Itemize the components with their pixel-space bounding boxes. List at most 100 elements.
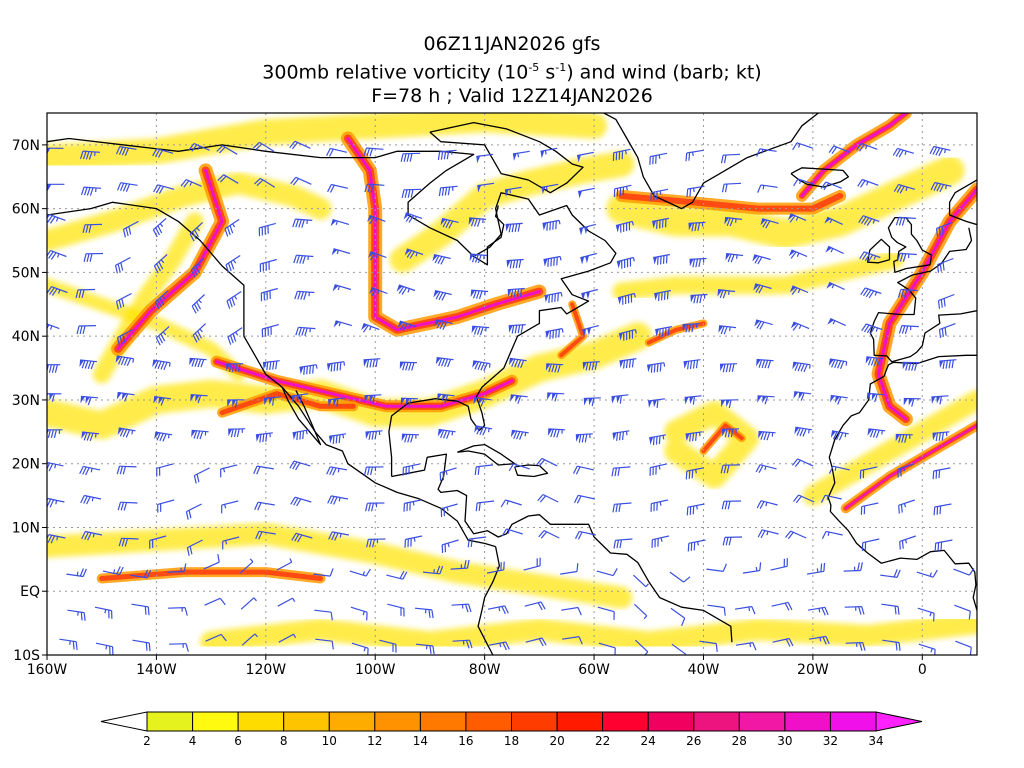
wind-barb-flag xyxy=(159,297,165,306)
wind-barb-flag xyxy=(511,358,516,367)
wind-barb-flag xyxy=(370,466,373,476)
wind-barb xyxy=(690,293,708,304)
wind-barb-flag xyxy=(473,218,478,227)
wind-barb-flag xyxy=(116,337,120,346)
wind-barb-flag xyxy=(612,568,618,576)
wind-barb-flag xyxy=(162,433,167,442)
wind-barb-flag xyxy=(823,562,826,572)
wind-barb xyxy=(611,466,631,477)
vort-band-10 xyxy=(802,389,977,506)
wind-barb-pennant xyxy=(684,397,689,405)
wind-barb-flag xyxy=(822,636,827,645)
wind-barb xyxy=(717,289,736,299)
wind-barb xyxy=(792,458,814,467)
wind-barb xyxy=(689,257,707,268)
wind-barb-flag xyxy=(471,254,476,263)
wind-barb-flag xyxy=(501,606,506,615)
wind-barb xyxy=(859,466,878,479)
wind-barb xyxy=(474,464,494,476)
wind-barb xyxy=(368,250,387,261)
wind-barb xyxy=(505,222,523,233)
wind-barb-flag xyxy=(787,602,793,611)
wind-barb-flag xyxy=(688,323,692,333)
wind-barb xyxy=(240,597,257,610)
wind-barb xyxy=(545,363,564,373)
wind-barb xyxy=(204,597,226,606)
wind-barb-half-flag xyxy=(161,295,166,300)
wind-barb-flag xyxy=(943,298,946,307)
wind-barb-flag xyxy=(195,265,201,274)
wind-barb-flag xyxy=(787,531,794,540)
wind-barb xyxy=(898,499,915,514)
wind-barb xyxy=(363,147,384,157)
wind-barb xyxy=(757,529,779,539)
wind-barb xyxy=(611,394,629,404)
wind-barb xyxy=(829,394,848,405)
wind-barb-pennant xyxy=(682,324,687,332)
wind-barb xyxy=(422,565,444,575)
wind-barb-flag xyxy=(220,634,227,642)
wind-barb-flag xyxy=(612,504,615,513)
wind-barb-flag xyxy=(231,297,236,306)
wind-barb-flag xyxy=(163,361,168,371)
wind-barb-flag xyxy=(447,359,452,368)
wind-barb-flag xyxy=(692,396,696,405)
wind-barb-pennant xyxy=(404,248,411,256)
wind-barb xyxy=(582,361,600,371)
wind-barb-flag xyxy=(431,609,434,619)
colorbar-label: 6 xyxy=(234,734,242,748)
wind-barb-pennant xyxy=(328,399,332,407)
wind-barb-flag xyxy=(86,496,91,505)
wind-barb-flag xyxy=(155,227,161,236)
wind-barb-flag xyxy=(866,325,873,334)
wind-barb xyxy=(718,325,737,335)
wind-barb-flag xyxy=(824,607,829,616)
wind-barb-pennant xyxy=(648,400,652,408)
wind-barb-half-flag xyxy=(658,465,661,470)
wind-barb-flag xyxy=(197,395,202,404)
wind-barb-flag xyxy=(402,362,406,371)
wind-barb-flag xyxy=(898,505,900,514)
wind-barb-flag xyxy=(49,499,55,508)
wind-barb-flag xyxy=(828,465,834,474)
wind-barb-flag xyxy=(757,184,762,193)
wind-barb xyxy=(896,252,917,262)
wind-barb-flag xyxy=(122,429,128,438)
wind-barb xyxy=(276,558,293,571)
wind-barb xyxy=(330,219,350,227)
wind-barb-flag xyxy=(399,570,405,579)
wind-barb-flag xyxy=(727,501,731,510)
wind-barb-shaft xyxy=(220,464,238,470)
wind-barb-shaft xyxy=(187,539,203,549)
wind-barb-flag xyxy=(266,361,269,371)
wind-barb-pennant xyxy=(332,284,339,292)
lat-tick-label: 30N xyxy=(12,393,40,409)
wind-barb xyxy=(634,639,649,655)
wind-barb-flag xyxy=(448,220,454,229)
wind-barb-shaft xyxy=(504,186,522,191)
wind-barb-pennant xyxy=(545,331,550,339)
wind-barb-half-flag xyxy=(624,150,627,155)
wind-barb-flag xyxy=(75,289,79,299)
wind-barb-pennant xyxy=(717,289,723,297)
wind-barb xyxy=(190,394,208,404)
wind-barb-flag xyxy=(409,251,416,259)
wind-barb-flag xyxy=(444,394,449,404)
wind-barb xyxy=(935,221,953,237)
wind-barb-flag xyxy=(444,358,449,367)
wind-barb xyxy=(757,184,778,193)
wind-barb-flag xyxy=(823,182,830,191)
wind-barb-flag xyxy=(199,431,204,440)
wind-barb-flag xyxy=(120,502,125,511)
wind-barb-flag xyxy=(118,538,123,547)
wind-barb-flag xyxy=(788,638,794,647)
wind-barb-flag xyxy=(54,364,58,373)
wind-barb-flag xyxy=(441,358,446,367)
wind-barb-flag xyxy=(939,505,942,515)
wind-barb-flag xyxy=(661,292,663,301)
wind-barb xyxy=(364,466,384,476)
wind-barb-flag xyxy=(945,360,948,369)
wind-barb-half-flag xyxy=(413,537,416,542)
wind-barb-flag xyxy=(48,364,52,373)
wind-barb xyxy=(153,184,175,194)
